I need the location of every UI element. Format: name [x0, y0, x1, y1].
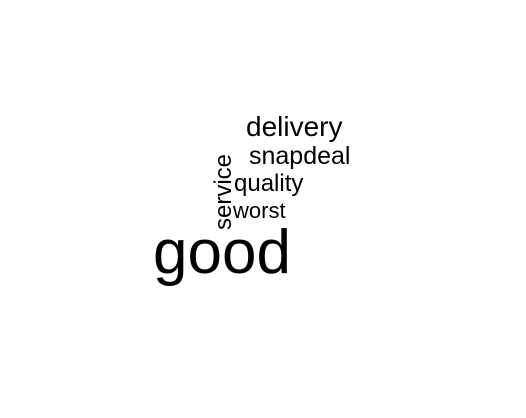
word-delivery: delivery [246, 111, 343, 142]
word-quality: quality [234, 170, 304, 197]
word-worst: worst [233, 198, 286, 223]
word-good: good [153, 218, 291, 287]
word-snapdeal: snapdeal [249, 142, 351, 170]
